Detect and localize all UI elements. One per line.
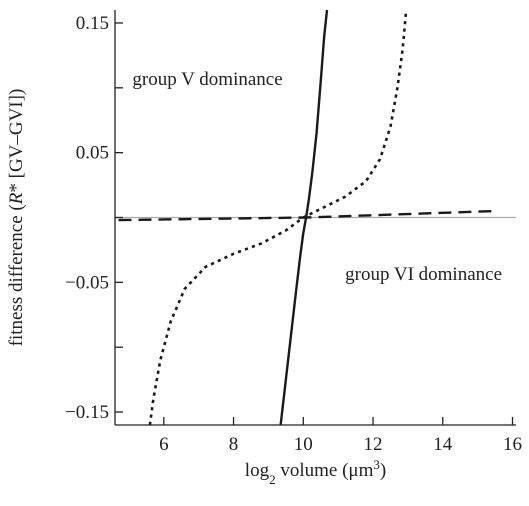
x-tick-label: 14 <box>433 434 453 455</box>
annotations: group V dominance group VI dominance <box>132 69 502 285</box>
plot-area: 6 8 10 12 14 16 0.15 0.05 −0.05 −0.15 group V do… <box>65 9 522 455</box>
annotation-label: group V dominance <box>132 69 282 90</box>
y-tick-label: −0.05 <box>65 272 109 293</box>
x-tick-label: 6 <box>159 434 169 455</box>
x-axis-ticks: 6 8 10 12 14 16 <box>159 417 522 455</box>
x-tick-label: 12 <box>364 434 383 455</box>
y-tick-label: 0.05 <box>76 143 109 164</box>
series-line-dashed <box>118 209 496 222</box>
series-line-dotted <box>148 9 408 426</box>
annotation-label: group VI dominance <box>345 264 502 285</box>
x-axis-title: log2 volume (μm3) <box>245 457 386 487</box>
y-tick-label: −0.15 <box>65 402 109 423</box>
y-tick-label: 0.15 <box>76 13 109 34</box>
x-tick-label: 16 <box>503 434 522 455</box>
x-tick-label: 8 <box>229 434 239 455</box>
x-tick-label: 10 <box>294 434 313 455</box>
y-axis-title: fitness difference (R* [GV–GVI]) <box>6 89 27 347</box>
series-layer <box>118 9 496 426</box>
y-axis-ticks: 0.15 0.05 −0.05 −0.15 <box>65 13 123 423</box>
